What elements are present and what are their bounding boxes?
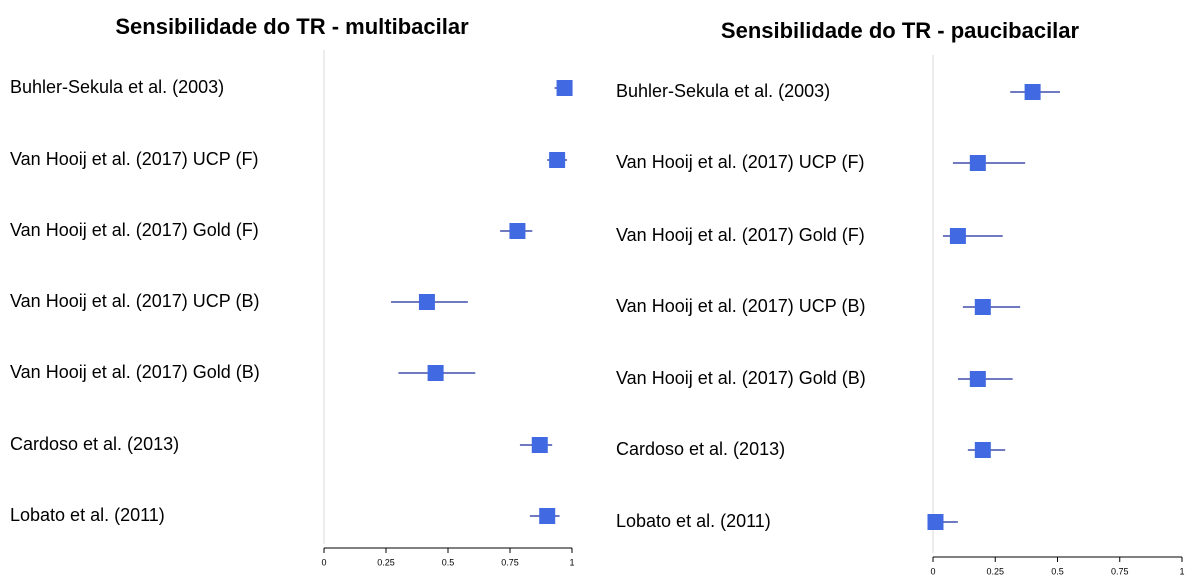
study-label: Van Hooij et al. (2017) UCP (B) <box>10 291 259 311</box>
estimate-marker <box>974 299 991 315</box>
study-label: Cardoso et al. (2013) <box>10 434 179 454</box>
estimate-marker <box>927 514 944 530</box>
chart-title: Sensibilidade do TR - multibacilar <box>115 14 469 39</box>
x-tick-label: 0 <box>321 557 326 567</box>
x-tick-label: 1 <box>1179 566 1184 576</box>
x-tick-label: 0.75 <box>1111 566 1129 576</box>
estimate-marker <box>1024 84 1041 100</box>
estimate-marker <box>427 365 444 381</box>
study-label: Cardoso et al. (2013) <box>616 439 785 459</box>
study-label: Buhler-Sekula et al. (2003) <box>10 77 224 97</box>
x-tick-label: 1 <box>569 557 574 567</box>
study-label: Van Hooij et al. (2017) Gold (B) <box>10 362 260 382</box>
estimate-marker <box>418 294 435 310</box>
x-tick-label: 0 <box>930 566 935 576</box>
x-tick-label: 0.5 <box>442 557 455 567</box>
study-label: Van Hooij et al. (2017) UCP (B) <box>616 296 865 316</box>
study-label: Lobato et al. (2011) <box>616 511 771 531</box>
study-label: Van Hooij et al. (2017) UCP (F) <box>10 149 258 169</box>
study-label: Van Hooij et al. (2017) UCP (F) <box>616 152 864 172</box>
estimate-marker <box>969 155 986 171</box>
estimate-marker <box>539 508 556 524</box>
estimate-marker <box>531 437 548 453</box>
x-tick-label: 0.75 <box>501 557 519 567</box>
x-tick-label: 0.5 <box>1051 566 1064 576</box>
estimate-marker <box>549 152 566 168</box>
estimate-marker <box>974 442 991 458</box>
study-label: Lobato et al. (2011) <box>10 505 165 525</box>
x-tick-label: 0.25 <box>377 557 395 567</box>
estimate-marker <box>969 371 986 387</box>
estimate-marker <box>949 228 966 244</box>
x-tick-label: 0.25 <box>986 566 1004 576</box>
study-label: Buhler-Sekula et al. (2003) <box>616 81 830 101</box>
estimate-marker <box>509 223 526 239</box>
chart-title: Sensibilidade do TR - paucibacilar <box>721 18 1080 43</box>
study-label: Van Hooij et al. (2017) Gold (F) <box>10 220 259 240</box>
study-label: Van Hooij et al. (2017) Gold (F) <box>616 225 865 245</box>
study-label: Van Hooij et al. (2017) Gold (B) <box>616 368 866 388</box>
estimate-marker <box>556 80 573 96</box>
